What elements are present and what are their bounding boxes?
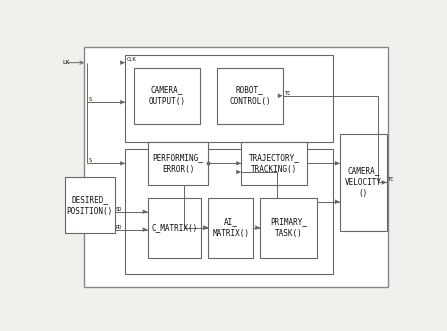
Polygon shape: [143, 210, 148, 214]
Text: CAMERA_
OUTPUT(): CAMERA_ OUTPUT(): [148, 86, 185, 106]
Text: TRAJECTORY_
TRACKING(): TRAJECTORY_ TRACKING(): [249, 153, 299, 173]
Text: CLK: CLK: [127, 57, 137, 62]
Polygon shape: [143, 227, 148, 232]
Text: AI_
MATRIX(): AI_ MATRIX(): [212, 217, 249, 238]
Polygon shape: [203, 225, 208, 230]
Bar: [134, 68, 200, 124]
Polygon shape: [255, 225, 260, 230]
Text: SD: SD: [115, 207, 122, 212]
Text: TC: TC: [388, 177, 394, 182]
Text: CAMERA_
VELOCITY
(): CAMERA_ VELOCITY (): [345, 166, 382, 198]
Bar: [125, 149, 333, 274]
Polygon shape: [335, 200, 340, 204]
Text: S: S: [89, 158, 92, 163]
Polygon shape: [335, 161, 340, 166]
Bar: [241, 142, 307, 185]
Text: PERFORMING_
ERROR(): PERFORMING_ ERROR(): [152, 153, 203, 173]
Polygon shape: [382, 180, 387, 185]
Polygon shape: [203, 225, 208, 230]
Text: PD: PD: [115, 224, 122, 230]
Text: S: S: [89, 97, 92, 102]
Text: PRIMARY_
TASK(): PRIMARY_ TASK(): [270, 217, 308, 238]
Bar: [148, 198, 201, 258]
Polygon shape: [120, 60, 125, 65]
Text: DESIRED_
POSITION(): DESIRED_ POSITION(): [67, 195, 113, 215]
Bar: [208, 198, 253, 258]
Bar: [125, 55, 333, 142]
Polygon shape: [236, 161, 241, 166]
Polygon shape: [120, 100, 125, 105]
Text: C_MATRIX(): C_MATRIX(): [152, 223, 198, 232]
Polygon shape: [236, 170, 241, 174]
Bar: [260, 198, 317, 258]
Text: ROBOT_
CONTROL(): ROBOT_ CONTROL(): [229, 86, 271, 106]
Bar: [217, 68, 283, 124]
Bar: [340, 134, 387, 231]
Bar: [64, 177, 115, 233]
Polygon shape: [120, 161, 125, 166]
Bar: [148, 142, 208, 185]
Polygon shape: [278, 93, 283, 98]
Text: TC: TC: [285, 91, 291, 96]
Text: LK: LK: [63, 60, 70, 65]
Bar: [84, 47, 388, 287]
